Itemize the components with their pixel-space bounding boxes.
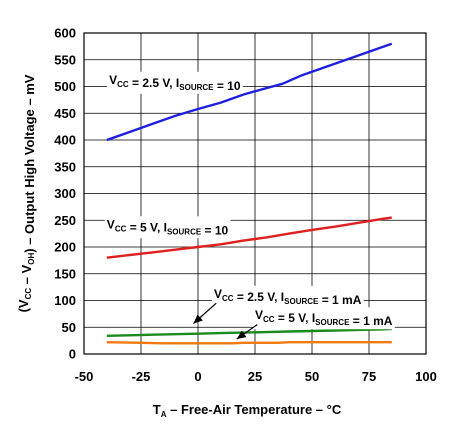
series-line-3 [106,327,392,337]
annotation-bg [253,307,395,330]
x-tick-label: 100 [415,369,437,384]
x-tick-label: 25 [248,369,262,384]
x-axis-label: TA – Free-Air Temperature – °C [153,402,342,419]
series-lines [106,42,393,345]
y-tick-label: 0 [69,347,76,362]
annotation-bg [107,71,243,94]
y-tick-label: 450 [54,106,76,121]
arrowhead-green [193,314,203,324]
annotation-orange: VCC = 5 V, ISOURCE = 1 mA [255,308,393,328]
annotation-blue: VCC = 2.5 V, ISOURCE = 10 [109,73,241,93]
y-tick-label: 100 [54,293,76,308]
x-tick-labels: -50 -25 0 25 50 75 100 [75,369,437,384]
plot-frame [83,32,427,355]
annotation-bg [211,285,364,308]
x-tick-label: 0 [194,369,201,384]
annotation-bg [104,216,231,239]
y-tick-labels: 0 50 100 150 200 250 300 350 400 450 500 550 600 [54,26,76,362]
y-tick-label: 50 [62,320,76,335]
series-line-4 [106,341,392,345]
annotations: VCC = 2.5 V, ISOURCE = 10 VCC = 5 V, ISOU… [104,71,395,340]
y-tick-label: 150 [54,266,76,281]
arrowhead-orange [236,330,247,340]
y-tick-label: 200 [54,240,76,255]
y-tick-label: 300 [54,186,76,201]
y-tick-label: 400 [54,133,76,148]
x-tick-label: -50 [75,369,94,384]
series-line-2 [106,216,392,259]
x-tick-label: -25 [132,369,151,384]
annotation-green: VCC = 2.5 V, ISOURCE = 1 mA [214,287,362,307]
y-tick-label: 350 [54,159,76,174]
y-tick-label: 500 [54,79,76,94]
y-tick-label: 250 [54,213,76,228]
y-axis-label: (VCC – VOH) – Output High Voltage – mV [16,74,37,312]
y-tick-label: 600 [54,26,76,41]
y-tick-label: 550 [54,52,76,67]
x-tick-label: 50 [305,369,319,384]
series-line-1 [106,42,393,142]
x-tick-label: 75 [362,369,376,384]
annotation-red: VCC = 5 V, ISOURCE = 10 [107,217,229,237]
